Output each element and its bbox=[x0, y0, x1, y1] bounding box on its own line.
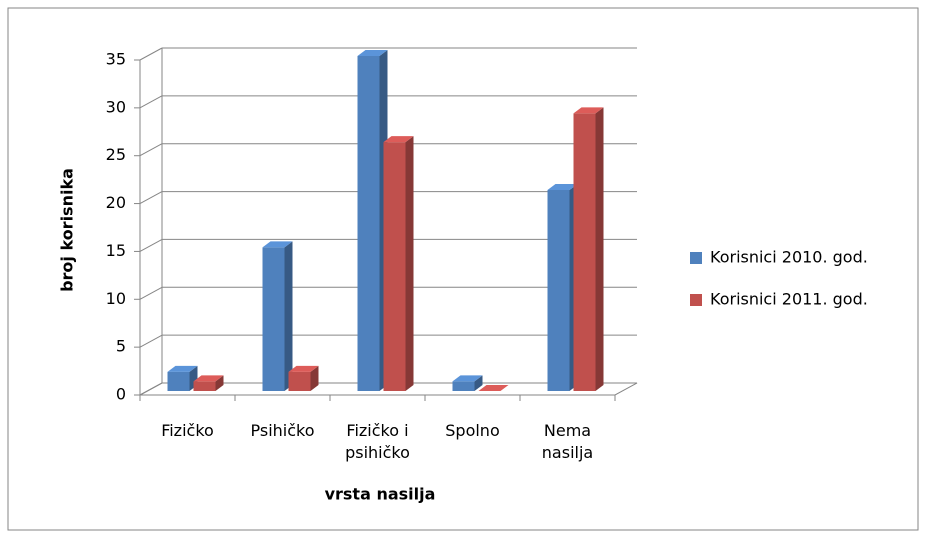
y-tick-label: 0 bbox=[116, 385, 126, 404]
grid-line bbox=[139, 47, 163, 61]
bar-top bbox=[288, 365, 319, 372]
legend-swatch bbox=[690, 294, 702, 306]
bar-top bbox=[167, 365, 198, 372]
bar-top bbox=[452, 375, 483, 382]
x-tick-label-line: psihičko bbox=[345, 443, 410, 462]
bar bbox=[357, 56, 380, 391]
grid-line bbox=[139, 191, 163, 205]
bar-top bbox=[547, 184, 578, 190]
bar bbox=[262, 247, 285, 391]
y-tick-label: 35 bbox=[106, 50, 126, 69]
x-tick-label-line: Spolno bbox=[445, 421, 499, 440]
bar bbox=[547, 190, 570, 391]
bar bbox=[573, 113, 596, 391]
bar bbox=[288, 371, 311, 391]
y-tick-label: 25 bbox=[106, 145, 126, 164]
bar-top bbox=[478, 385, 509, 391]
grid-line bbox=[139, 382, 163, 396]
y-tick-label: 5 bbox=[116, 337, 126, 356]
x-tick-label: Psihičko bbox=[250, 421, 314, 440]
bar bbox=[452, 381, 475, 391]
x-tick-label-line: Nema bbox=[544, 421, 591, 440]
chart-border bbox=[7, 7, 919, 531]
x-tick-label-line: nasilja bbox=[542, 443, 593, 462]
x-tick-label: Fizičko bbox=[161, 421, 214, 440]
legend-swatch bbox=[690, 252, 702, 264]
grid-line bbox=[139, 334, 163, 348]
bar-side bbox=[595, 107, 604, 391]
bar-top bbox=[262, 241, 293, 248]
bar-side bbox=[474, 375, 483, 391]
bar-top bbox=[383, 136, 414, 143]
x-tick-label-line: Psihičko bbox=[250, 421, 314, 440]
y-tick-label: 15 bbox=[106, 241, 126, 260]
legend-label: Korisnici 2010. god. bbox=[710, 248, 868, 267]
x-axis-title: vrsta nasilja bbox=[325, 485, 436, 504]
x-tick-label-line: Fizičko i bbox=[346, 421, 408, 440]
bar-top bbox=[573, 107, 604, 114]
legend-label: Korisnici 2011. god. bbox=[710, 290, 868, 309]
bar-top bbox=[357, 50, 388, 56]
grid-line bbox=[139, 238, 163, 252]
bar bbox=[193, 381, 216, 391]
bar bbox=[383, 142, 406, 391]
y-tick-label: 30 bbox=[106, 97, 126, 116]
bar-top bbox=[193, 375, 224, 382]
x-tick-label-line: Fizičko bbox=[161, 421, 214, 440]
y-tick-label: 20 bbox=[106, 193, 126, 212]
bar-side bbox=[215, 375, 224, 391]
bar-side bbox=[310, 365, 319, 391]
y-tick-label: 10 bbox=[106, 289, 126, 308]
grid-line bbox=[139, 95, 163, 109]
grid-line bbox=[139, 286, 163, 300]
x-tick-label: Nema nasilja bbox=[542, 421, 593, 462]
bar-side bbox=[284, 241, 293, 391]
y-axis-title: broj korisnika bbox=[58, 168, 77, 292]
bar bbox=[167, 371, 190, 391]
x-tick-label: Fizičko i psihičko bbox=[345, 421, 410, 462]
grid-line bbox=[139, 143, 163, 157]
x-tick-label: Spolno bbox=[445, 421, 499, 440]
bar-side bbox=[405, 136, 414, 391]
